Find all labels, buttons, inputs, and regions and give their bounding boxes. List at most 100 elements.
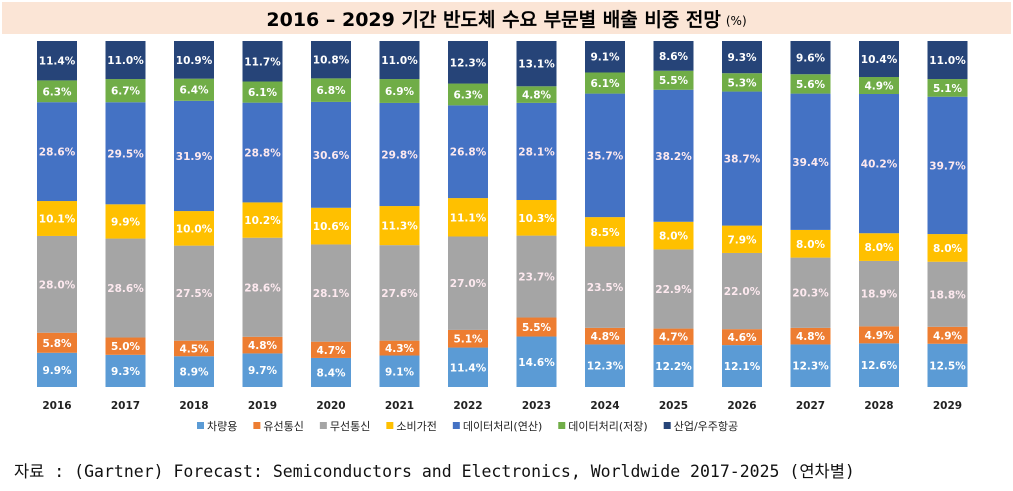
bar-segment bbox=[379, 245, 420, 341]
bar-segment bbox=[105, 238, 146, 338]
bar-segment bbox=[448, 236, 488, 330]
data-label: 29.5% bbox=[107, 148, 144, 160]
data-label: 38.2% bbox=[655, 151, 692, 163]
data-label: 10.6% bbox=[313, 221, 350, 233]
bar-segment bbox=[516, 102, 557, 201]
data-label: 28.0% bbox=[39, 279, 76, 291]
bar-segment bbox=[927, 326, 968, 344]
data-label: 28.6% bbox=[244, 282, 281, 294]
data-label: 9.9% bbox=[111, 216, 141, 228]
x-tick-label: 2025 bbox=[659, 400, 688, 412]
data-label: 10.1% bbox=[39, 213, 76, 225]
x-tick-label: 2017 bbox=[111, 400, 140, 412]
data-label: 9.3% bbox=[727, 52, 757, 64]
bar-segment bbox=[653, 41, 694, 71]
bar-segment bbox=[927, 234, 968, 262]
data-label: 22.9% bbox=[655, 284, 692, 296]
bar-segment bbox=[790, 74, 831, 94]
bar-segment bbox=[653, 221, 694, 250]
legend-label: 데이터처리(연산) bbox=[463, 420, 542, 433]
bar-segment bbox=[105, 79, 146, 103]
x-tick-label: 2019 bbox=[248, 400, 277, 412]
data-label: 4.3% bbox=[385, 343, 415, 355]
data-label: 6.1% bbox=[248, 87, 278, 99]
data-label: 28.1% bbox=[313, 288, 350, 300]
bar-segment bbox=[516, 336, 557, 387]
legend-label: 유선통신 bbox=[263, 420, 303, 433]
data-label: 5.5% bbox=[659, 75, 689, 87]
chart-title-bar: 2016 – 2029 기간 반도체 수요 부문별 배출 비중 전망 (%) bbox=[2, 2, 1011, 34]
data-label: 8.0% bbox=[864, 242, 894, 254]
bar-segment bbox=[722, 225, 762, 253]
bar-segment bbox=[174, 100, 214, 212]
bar-segment bbox=[653, 328, 694, 345]
data-label: 11.7% bbox=[244, 56, 281, 68]
bar-segment bbox=[585, 246, 625, 328]
data-label: 11.4% bbox=[450, 362, 487, 374]
bar-segment bbox=[516, 317, 557, 337]
data-label: 8.0% bbox=[796, 239, 826, 251]
bar-segment bbox=[174, 245, 214, 341]
bar-segment bbox=[653, 249, 694, 329]
source-note: 자료 : (Gartner) Forecast: Semiconductors … bbox=[14, 462, 855, 481]
bar-segment bbox=[722, 252, 762, 330]
bar-segment bbox=[448, 41, 488, 84]
bar-segment bbox=[585, 41, 625, 73]
bar-segment bbox=[242, 336, 283, 354]
bar-segment bbox=[790, 327, 831, 345]
bar-segment bbox=[722, 91, 762, 226]
bar-segment bbox=[790, 41, 831, 75]
data-label: 8.6% bbox=[659, 51, 689, 63]
data-label: 35.7% bbox=[587, 150, 624, 162]
bar-segment bbox=[790, 229, 831, 258]
bar-segment bbox=[242, 353, 283, 387]
bar-segment bbox=[859, 233, 899, 261]
bar-segment bbox=[311, 244, 351, 342]
bar-segment bbox=[448, 83, 488, 106]
data-label: 12.2% bbox=[655, 361, 692, 373]
bar-segment bbox=[653, 344, 694, 387]
data-label: 11.3% bbox=[381, 221, 418, 233]
data-label: 7.9% bbox=[727, 234, 757, 246]
bar-segment bbox=[311, 341, 351, 358]
legend-label: 무선통신 bbox=[330, 420, 370, 433]
legend-marker bbox=[386, 422, 394, 429]
x-tick-label: 2016 bbox=[42, 400, 71, 412]
bar-segment bbox=[379, 340, 420, 356]
bar-segment bbox=[379, 102, 420, 207]
data-label: 8.0% bbox=[933, 243, 963, 255]
data-label: 4.6% bbox=[727, 332, 757, 344]
bar-segment bbox=[585, 93, 625, 218]
data-label: 29.8% bbox=[381, 149, 418, 161]
data-label: 27.0% bbox=[450, 278, 487, 290]
bar-segment bbox=[722, 329, 762, 346]
x-tick-label: 2022 bbox=[453, 400, 482, 412]
data-label: 11.0% bbox=[929, 55, 966, 67]
legend-marker bbox=[663, 422, 671, 429]
data-label: 8.9% bbox=[179, 367, 209, 379]
bar-segment bbox=[37, 235, 77, 333]
data-label: 11.1% bbox=[450, 212, 487, 224]
bar-segment bbox=[311, 101, 351, 208]
bar-segment bbox=[859, 260, 899, 327]
bar-segment bbox=[927, 41, 968, 80]
data-label: 22.0% bbox=[724, 286, 761, 298]
x-tick-label: 2023 bbox=[522, 400, 551, 412]
legend-marker bbox=[452, 422, 460, 429]
bar-segment bbox=[585, 327, 625, 345]
bar-segment bbox=[516, 41, 557, 87]
legend-label: 데이터처리(저장) bbox=[568, 420, 647, 433]
data-label: 39.4% bbox=[792, 157, 829, 169]
bar-segment bbox=[311, 207, 351, 245]
bar-segment bbox=[653, 70, 694, 90]
data-label: 6.9% bbox=[385, 86, 415, 98]
chart-unit: (%) bbox=[725, 14, 747, 28]
data-label: 6.3% bbox=[42, 86, 72, 98]
data-label: 11.0% bbox=[381, 55, 418, 67]
data-label: 4.9% bbox=[864, 81, 894, 93]
data-label: 18.8% bbox=[929, 289, 966, 301]
bar-segment bbox=[927, 261, 968, 327]
legend-marker bbox=[197, 422, 204, 429]
bar-segment bbox=[585, 72, 625, 94]
bar-segment bbox=[722, 41, 762, 74]
